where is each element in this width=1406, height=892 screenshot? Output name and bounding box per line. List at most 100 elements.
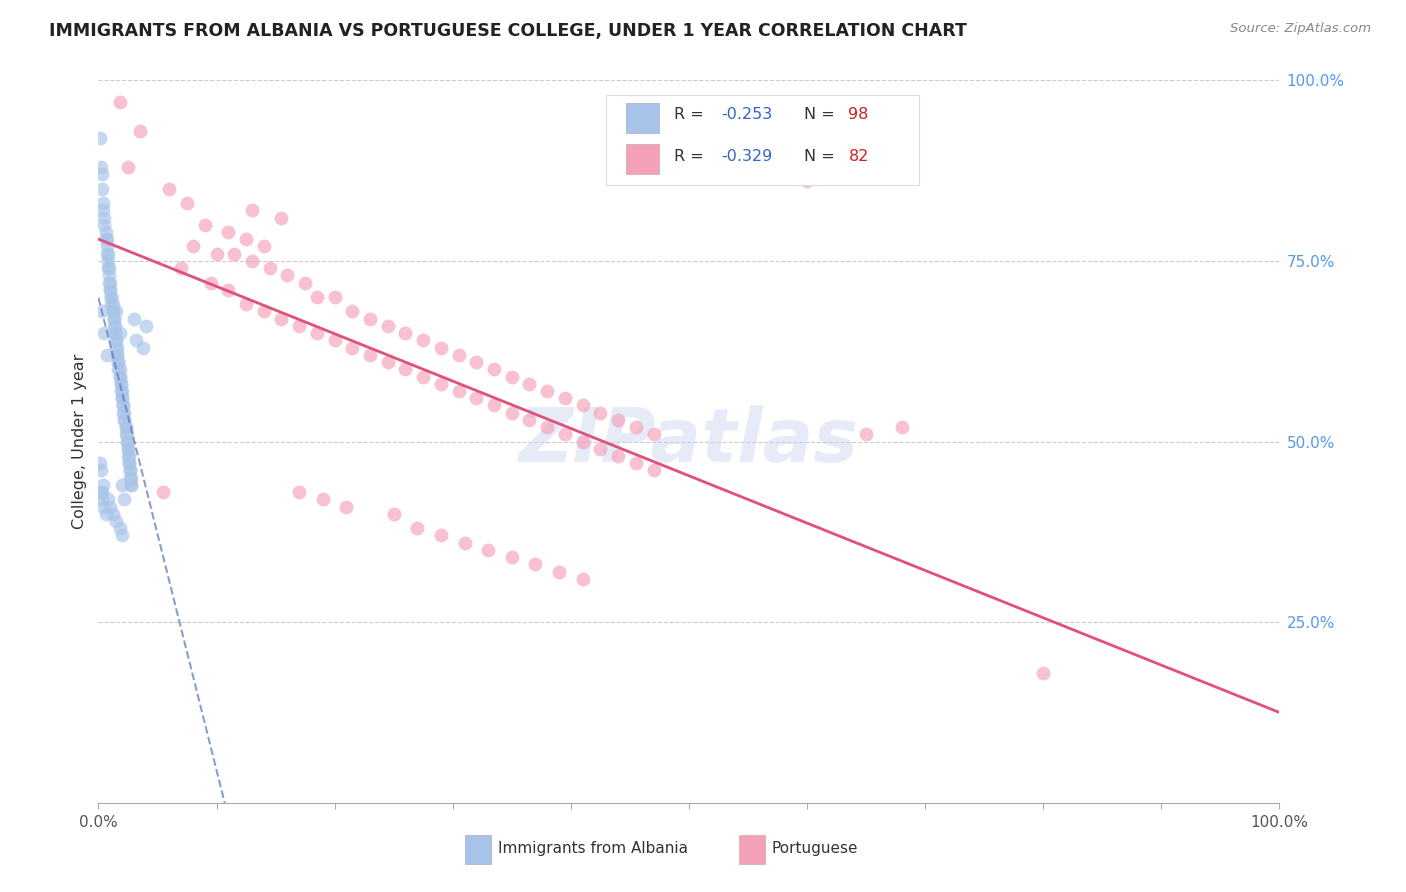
Point — [359, 311, 381, 326]
Text: 82: 82 — [848, 149, 869, 163]
Point — [108, 369, 131, 384]
Point — [93, 218, 115, 232]
Point — [270, 311, 292, 326]
Point — [97, 246, 120, 260]
Point — [412, 369, 434, 384]
Point — [94, 507, 117, 521]
Point — [98, 283, 121, 297]
Text: -0.253: -0.253 — [721, 107, 772, 121]
Point — [101, 304, 124, 318]
Point — [115, 427, 138, 442]
Point — [107, 355, 129, 369]
Point — [359, 348, 381, 362]
Point — [101, 297, 124, 311]
Point — [170, 261, 193, 276]
Point — [294, 276, 316, 290]
Point — [91, 203, 114, 218]
Point — [132, 341, 155, 355]
Point — [152, 485, 174, 500]
Point — [589, 406, 612, 420]
Point — [524, 558, 547, 572]
Point — [453, 535, 475, 549]
Point — [98, 261, 121, 276]
Point — [253, 239, 276, 253]
Point — [105, 304, 128, 318]
Point — [97, 253, 120, 268]
Point — [235, 232, 257, 246]
Point — [120, 463, 142, 477]
Point — [117, 449, 139, 463]
Point — [240, 253, 263, 268]
Text: N =: N = — [803, 149, 839, 163]
Point — [607, 449, 630, 463]
Point — [117, 442, 139, 456]
Point — [98, 268, 121, 283]
Point — [98, 276, 121, 290]
Point — [477, 542, 499, 557]
Point — [107, 355, 129, 369]
Point — [105, 348, 128, 362]
Point — [194, 218, 217, 232]
Point — [103, 311, 125, 326]
Point — [91, 182, 114, 196]
Text: Immigrants from Albania: Immigrants from Albania — [498, 841, 688, 855]
Point — [115, 434, 138, 449]
Point — [125, 334, 148, 348]
Point — [305, 326, 328, 340]
Point — [624, 456, 647, 470]
Point — [312, 492, 335, 507]
Point — [91, 167, 114, 181]
Point — [105, 348, 128, 362]
Point — [101, 304, 124, 318]
Point — [112, 406, 135, 420]
Point — [205, 246, 228, 260]
Point — [108, 521, 131, 535]
Point — [103, 318, 125, 333]
Text: R =: R = — [673, 149, 709, 163]
Point — [377, 318, 399, 333]
Point — [103, 311, 125, 326]
Point — [501, 550, 523, 565]
Point — [394, 326, 416, 340]
Point — [90, 160, 112, 174]
Point — [482, 398, 505, 412]
Point — [110, 376, 132, 391]
Point — [624, 420, 647, 434]
Point — [94, 232, 117, 246]
Point — [112, 413, 135, 427]
FancyBboxPatch shape — [606, 95, 920, 185]
Point — [111, 384, 134, 398]
Point — [118, 456, 141, 470]
Point — [406, 521, 429, 535]
Y-axis label: College, Under 1 year: College, Under 1 year — [72, 354, 87, 529]
Point — [382, 507, 405, 521]
Point — [554, 391, 576, 405]
Point — [90, 463, 112, 477]
Point — [108, 95, 131, 109]
Point — [377, 355, 399, 369]
Point — [93, 326, 115, 340]
Point — [643, 427, 665, 442]
Point — [96, 246, 118, 260]
Point — [128, 124, 150, 138]
Point — [112, 398, 135, 412]
Point — [482, 362, 505, 376]
Point — [890, 420, 912, 434]
Text: N =: N = — [803, 107, 839, 121]
Point — [430, 528, 453, 542]
Point — [91, 492, 114, 507]
Point — [108, 326, 131, 340]
Point — [571, 398, 593, 412]
Point — [288, 318, 311, 333]
Point — [105, 514, 128, 528]
Point — [120, 470, 142, 484]
Point — [112, 406, 135, 420]
Point — [571, 434, 593, 449]
Point — [465, 355, 488, 369]
Text: Source: ZipAtlas.com: Source: ZipAtlas.com — [1230, 22, 1371, 36]
Point — [1032, 665, 1054, 680]
Point — [96, 348, 118, 362]
Point — [121, 470, 143, 484]
Point — [93, 211, 115, 225]
Point — [323, 334, 346, 348]
